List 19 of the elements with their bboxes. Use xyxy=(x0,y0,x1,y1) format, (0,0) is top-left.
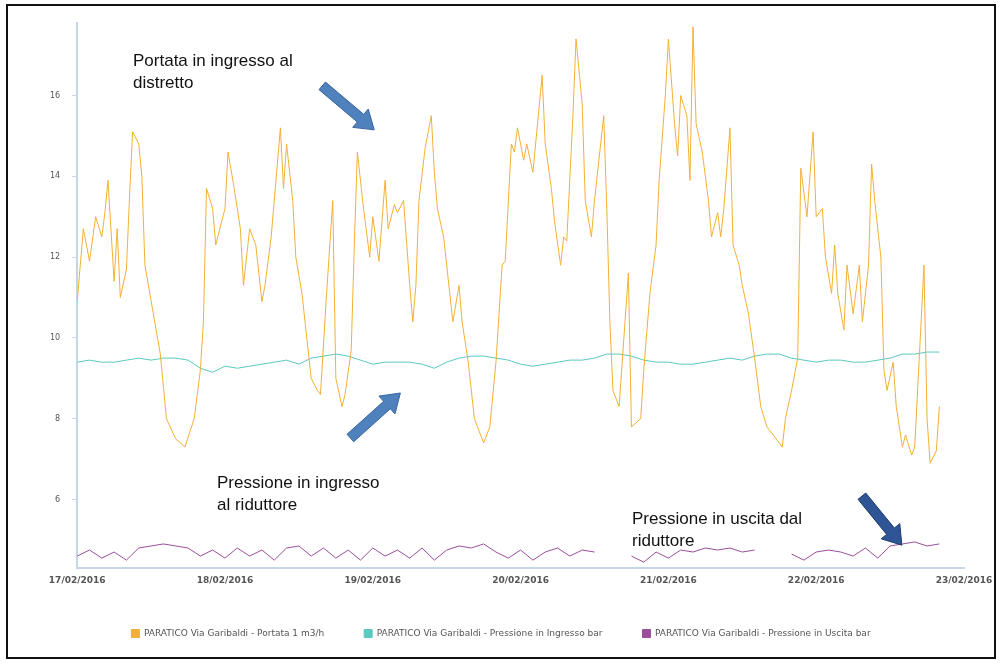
y-tick-label: 8 xyxy=(55,413,61,423)
annotation: Pressione in ingresso al riduttore xyxy=(217,472,381,516)
x-tick-label: 21/02/2016 xyxy=(640,574,697,585)
x-tick-label: 22/02/2016 xyxy=(787,574,845,585)
x-tick-label: 19/02/2016 xyxy=(344,574,402,585)
x-tick-label: 18/02/2016 xyxy=(196,574,254,585)
x-tick-label: 17/02/2016 xyxy=(48,574,106,585)
y-tick-label: 16 xyxy=(49,90,61,100)
y-tick-label: 10 xyxy=(49,333,61,342)
annotation: Pressione in uscita dal riduttore xyxy=(632,508,804,552)
y-tick-label: 6 xyxy=(55,494,61,504)
y-tick-label: 14 xyxy=(49,171,61,181)
y-tick-label: 12 xyxy=(49,252,61,262)
x-tick-label: 20/02/2016 xyxy=(492,574,549,585)
x-tick-label: 23/02/2016 xyxy=(935,574,993,585)
annotation: Portata in ingresso al distretto xyxy=(133,50,294,94)
legend-label: PARATICO Via Garibaldi - Portata 1 m3/h xyxy=(143,627,325,638)
legend-label: PARATICO Via Garibaldi - Pressione in Uscita bar xyxy=(654,627,871,638)
legend-label: PARATICO Via Garibaldi - Pressione in Ingresso bar xyxy=(376,627,603,638)
